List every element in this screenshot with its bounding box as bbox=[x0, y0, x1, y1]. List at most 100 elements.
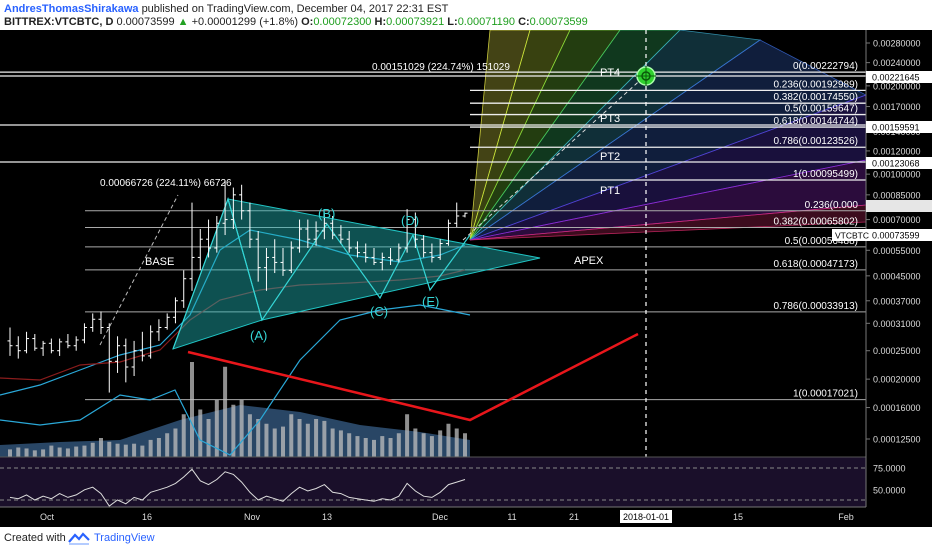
candle bbox=[123, 338, 129, 383]
price-label-box bbox=[866, 157, 932, 169]
price-tick-label: 0.00120000 bbox=[873, 146, 921, 156]
price-tick-label: 0.00070000 bbox=[873, 215, 921, 225]
price-label-text: 0.00221645 bbox=[872, 73, 920, 83]
price-tick-label: 0.00031000 bbox=[873, 319, 921, 329]
candle bbox=[247, 202, 253, 248]
volume-bar bbox=[363, 438, 368, 457]
tradingview-link[interactable]: TradingView bbox=[94, 532, 155, 544]
candle bbox=[280, 247, 286, 276]
fib-label: 1(0.00017021) bbox=[793, 389, 858, 400]
author-link[interactable]: AndresThomasShirakawa bbox=[4, 3, 139, 15]
candle bbox=[164, 313, 170, 330]
up-arrow-icon: ▲ bbox=[177, 16, 189, 28]
change-value: +0.00001299 (+1.8%) bbox=[191, 16, 299, 28]
volume-bar bbox=[198, 409, 203, 457]
volume-bar bbox=[396, 433, 401, 457]
price-label-text: 0.00073599 bbox=[872, 231, 920, 241]
candle bbox=[396, 243, 402, 263]
chart-annotations: (A) (B) (C) (D) (E) BASE APEX PT1 PT2 PT3 PT4 0.000… bbox=[100, 62, 620, 343]
volume-bar bbox=[165, 433, 170, 457]
bollinger-bands bbox=[0, 229, 471, 456]
symbol-tag-text: VTCBTC bbox=[835, 231, 869, 241]
volume-bar bbox=[239, 400, 244, 457]
pt4-target-icon bbox=[636, 66, 656, 86]
annotation-label: (D) bbox=[401, 213, 419, 228]
volume-bar bbox=[49, 445, 54, 457]
volume-bar bbox=[65, 448, 70, 457]
volume-bar bbox=[190, 362, 194, 457]
fib-label: 0.618(0.00047173) bbox=[773, 259, 858, 270]
volume-bar bbox=[8, 449, 12, 457]
candle bbox=[421, 235, 427, 258]
price-label-box bbox=[866, 121, 932, 133]
fib-label: 0.5(0.00159647) bbox=[785, 104, 858, 115]
price-axis[interactable]: 0.00280000 0.00240000 0.00200000 0.00170000… bbox=[832, 30, 932, 507]
fib-label: 0(0.00222794) bbox=[793, 61, 858, 72]
volume-bar bbox=[156, 438, 161, 457]
candle bbox=[156, 319, 162, 341]
fib-label: 1(0.00095499) bbox=[793, 169, 858, 180]
price-tick-label: 0.00045000 bbox=[873, 271, 921, 281]
volume-bar bbox=[355, 436, 360, 457]
price-tick-label: 0.00020000 bbox=[873, 375, 921, 385]
volume-bar bbox=[223, 366, 228, 457]
candle bbox=[388, 247, 394, 266]
candle bbox=[148, 325, 154, 359]
volume-bar bbox=[181, 414, 186, 457]
volume-bar bbox=[123, 444, 128, 457]
low-value: 0.00071190 bbox=[457, 16, 515, 28]
candle bbox=[230, 187, 236, 230]
candle bbox=[15, 336, 21, 359]
volume-bar bbox=[247, 414, 252, 457]
annotation-label: 0.00151029 (224.74%) 151029 bbox=[372, 62, 510, 73]
candle bbox=[363, 243, 369, 263]
price-tick-label: 0.00055000 bbox=[873, 246, 921, 256]
annotation-label: PT3 bbox=[600, 113, 620, 125]
candle bbox=[288, 241, 294, 274]
created-with-label: Created with bbox=[4, 532, 66, 544]
annotation-label: (B) bbox=[318, 206, 335, 221]
time-axis[interactable]: Oct 16 Nov 13 Dec 11 21 2018-01-01 15 Feb bbox=[0, 506, 932, 527]
volume-bar bbox=[24, 448, 29, 457]
time-tick-label: Nov bbox=[244, 512, 261, 522]
volume-bar bbox=[41, 449, 46, 457]
volume-bar bbox=[314, 419, 319, 457]
volume-bar bbox=[347, 433, 352, 457]
high-label: H: bbox=[374, 16, 387, 28]
price-tick-label: 0.00240000 bbox=[873, 58, 921, 68]
symbol-tag bbox=[832, 229, 866, 241]
open-value: 0.00072300 bbox=[313, 16, 372, 28]
candle bbox=[7, 327, 13, 356]
date-highlight-box bbox=[620, 510, 672, 523]
time-tick-label: 21 bbox=[569, 512, 579, 522]
fib-label: 0.236(0.000 bbox=[805, 200, 859, 211]
price-tick-label: 0.00170000 bbox=[873, 102, 921, 112]
fib-label: 0.786(0.00123526) bbox=[773, 136, 858, 147]
volume-bar bbox=[297, 419, 302, 457]
measure-line-2 bbox=[462, 74, 647, 241]
price-tick-label: 0.00100000 bbox=[873, 170, 921, 180]
candle bbox=[371, 247, 377, 266]
rsi-tick-label: 75.0000 bbox=[873, 464, 906, 474]
price-chart[interactable]: 0(0.00222794) 0.236(0.00192989) 0.382(0.00… bbox=[0, 29, 932, 527]
candle bbox=[321, 212, 327, 240]
candle bbox=[48, 338, 54, 354]
price-tick-label: 0.00280000 bbox=[873, 39, 921, 49]
publish-info: published on TradingView.com, December 0… bbox=[141, 3, 449, 15]
candle bbox=[330, 215, 336, 240]
volume-bar bbox=[305, 423, 310, 457]
price-tick-label: 0.00016000 bbox=[873, 403, 921, 413]
volume-bar bbox=[446, 423, 451, 457]
candle bbox=[404, 209, 410, 253]
candle bbox=[40, 340, 46, 356]
candle bbox=[305, 219, 311, 248]
volume-bar bbox=[330, 428, 335, 457]
candle bbox=[272, 239, 278, 274]
chart-area[interactable]: 0(0.00222794) 0.236(0.00192989) 0.382(0.00… bbox=[0, 29, 932, 527]
volume-bar bbox=[148, 439, 153, 457]
rsi-line bbox=[9, 468, 466, 507]
volume-bar bbox=[338, 430, 343, 457]
price-tick-label: 0.00025000 bbox=[873, 346, 921, 356]
candle bbox=[263, 247, 269, 291]
volume-bar bbox=[90, 442, 95, 457]
